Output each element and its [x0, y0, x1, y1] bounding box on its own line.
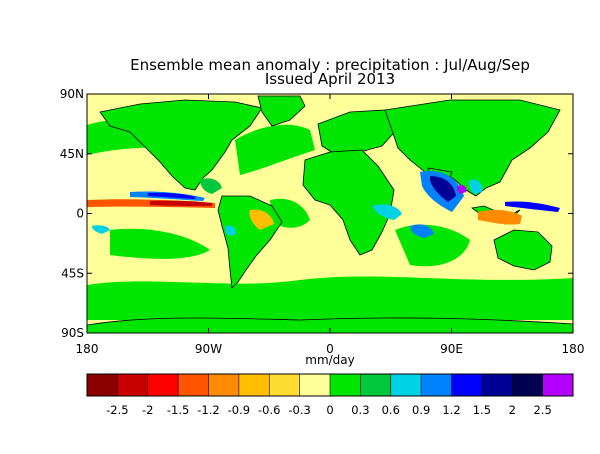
colorbar-swatch — [87, 374, 118, 396]
east-pacific-wet-patch — [92, 225, 110, 234]
colorbar-label: -1.2 — [197, 403, 219, 417]
colorbar-label: -2.5 — [106, 403, 128, 417]
latitude-axis: 90N 45N 0 45S 90S — [60, 87, 573, 340]
colorbar-swatch — [421, 374, 452, 396]
lon-tick-label: 90W — [195, 342, 222, 356]
colorbar-swatch — [330, 374, 361, 396]
colorbar-swatch — [451, 374, 482, 396]
colorbar-swatch — [269, 374, 300, 396]
africa — [302, 149, 395, 256]
colorbar-label: 0.3 — [351, 403, 369, 417]
colorbar-label: -2 — [142, 403, 153, 417]
lat-tick-label: 45S — [61, 266, 84, 280]
continents — [87, 95, 573, 333]
greenland — [257, 95, 306, 127]
lat-tick-label: 90N — [60, 87, 84, 101]
indian-ocean-wet-core — [410, 224, 434, 238]
colorbar-swatch — [360, 374, 391, 396]
colorbar-label: 0.6 — [382, 403, 400, 417]
west-pacific-wet-band — [505, 201, 560, 212]
colorbar-swatch — [542, 374, 573, 396]
west-pacific-dry-area — [478, 209, 522, 225]
southern-ocean-wet-band — [87, 276, 573, 320]
north-america — [99, 99, 263, 191]
indian-ocean-wet-area — [395, 224, 470, 267]
colorbar-label: 1.2 — [442, 403, 460, 417]
longitude-axis: 180 90W 0 90E 180 — [76, 94, 585, 356]
colorbar-swatch — [117, 374, 148, 396]
colorbar-label: -0.6 — [258, 403, 280, 417]
lon-tick-label: 180 — [562, 342, 585, 356]
asia — [384, 99, 561, 197]
colorbar-label: 0.9 — [412, 403, 430, 417]
south-america-wet-patch — [225, 225, 236, 236]
central-america-wet — [200, 178, 222, 194]
south-pacific-wet-area — [110, 228, 210, 259]
colorbar-label: -1.5 — [167, 403, 189, 417]
north-atlantic-wet-band — [235, 124, 315, 175]
colorbar-label: -0.9 — [228, 403, 250, 417]
australia — [493, 229, 553, 271]
equatorial-indian-wet — [372, 204, 402, 220]
map-layers — [87, 95, 573, 333]
chart-subtitle: Issued April 2013 — [265, 70, 395, 88]
north-pacific-itcz-core — [148, 192, 196, 199]
lon-tick-label: 0 — [326, 342, 334, 356]
colorbar-swatch — [481, 374, 513, 396]
colorbar: -2.5 -2 -1.5 -1.2 -0.9 -0.6 -0.3 0 0.3 0.6 0.9 1.2 1… — [86, 373, 574, 417]
colorbar-swatch — [238, 374, 270, 396]
colorbar-swatch — [147, 374, 179, 396]
bay-of-bengal-core — [430, 176, 456, 202]
lat-tick-label: 0 — [76, 207, 84, 221]
lon-tick-label: 90E — [440, 342, 463, 356]
colorbar-swatch — [390, 374, 422, 396]
colorbar-swatch — [512, 374, 543, 396]
colorbar-label: 2 — [509, 403, 516, 417]
lat-tick-label: 90S — [61, 326, 84, 340]
lat-tick-label: 45N — [60, 147, 84, 161]
europe — [317, 109, 401, 157]
colorbar-label: -0.3 — [288, 403, 310, 417]
colorbar-label: 1.5 — [473, 403, 491, 417]
south-china-sea-extreme — [456, 184, 467, 194]
chart-title: Ensemble mean anomaly : precipitation : … — [130, 56, 530, 74]
units-label: mm/day — [305, 353, 355, 367]
colorbar-label: 2.5 — [533, 403, 551, 417]
colorbar-swatch — [299, 374, 330, 396]
colorbar-swatch — [208, 374, 239, 396]
lon-tick-label: 180 — [76, 342, 99, 356]
colorbar-label: 0 — [326, 403, 333, 417]
colorbar-swatch — [178, 374, 209, 396]
indian-ocean-wet-patch — [469, 179, 483, 194]
precipitation-anomaly-map — [86, 93, 574, 334]
brazil-dry-area — [249, 209, 274, 230]
tropical-pacific-dry-core — [150, 200, 212, 206]
